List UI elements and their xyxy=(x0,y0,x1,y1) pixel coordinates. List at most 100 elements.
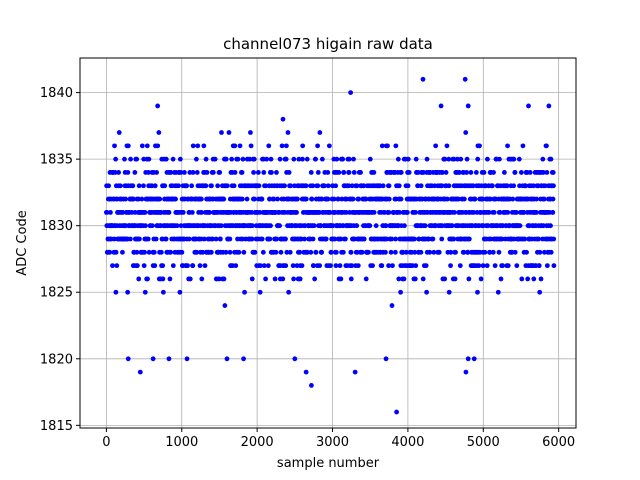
data-point xyxy=(359,249,365,255)
data-point xyxy=(397,209,402,215)
data-point xyxy=(321,183,327,189)
data-point xyxy=(295,196,300,202)
data-point xyxy=(525,276,531,282)
data-point xyxy=(448,249,454,255)
data-point xyxy=(112,143,117,149)
data-point xyxy=(207,209,212,215)
data-point xyxy=(551,183,556,189)
data-point xyxy=(166,209,172,215)
data-point xyxy=(475,289,480,295)
data-point xyxy=(296,156,302,162)
data-point xyxy=(130,183,136,189)
data-point xyxy=(396,183,402,189)
data-point xyxy=(338,276,344,282)
data-point xyxy=(544,143,549,149)
data-point xyxy=(237,143,243,149)
data-point xyxy=(505,143,510,149)
y-tick-label: 1840 xyxy=(40,86,73,101)
outlier-point xyxy=(352,369,358,375)
outlier-point xyxy=(465,103,471,109)
data-point xyxy=(251,156,257,162)
data-point xyxy=(240,156,246,162)
data-point xyxy=(424,289,429,295)
data-point xyxy=(239,196,245,202)
data-point xyxy=(367,156,373,162)
data-point xyxy=(354,223,360,229)
data-point xyxy=(142,289,148,295)
data-point xyxy=(518,170,524,175)
data-point xyxy=(186,236,192,242)
data-point xyxy=(550,170,556,175)
data-point xyxy=(442,276,448,282)
data-point xyxy=(531,183,536,189)
data-point xyxy=(131,196,136,202)
data-point xyxy=(512,249,518,255)
data-point xyxy=(224,183,230,189)
data-point xyxy=(349,183,355,189)
data-point xyxy=(136,236,142,242)
data-point xyxy=(155,143,161,149)
data-point xyxy=(146,156,152,162)
data-point xyxy=(363,276,369,282)
data-point xyxy=(332,236,338,242)
x-tick-label: 3000 xyxy=(316,435,349,450)
outlier-point xyxy=(394,409,399,415)
data-point xyxy=(338,236,344,242)
data-point xyxy=(310,236,316,242)
data-point xyxy=(120,209,126,215)
data-point xyxy=(176,183,181,189)
data-point xyxy=(163,236,169,242)
data-point xyxy=(420,276,426,282)
data-point xyxy=(412,276,418,282)
data-point xyxy=(125,143,131,149)
data-point xyxy=(496,249,502,255)
data-point xyxy=(248,130,253,135)
data-point xyxy=(470,183,476,189)
data-point xyxy=(406,170,412,175)
data-point xyxy=(218,223,224,229)
data-point xyxy=(456,170,462,175)
data-point xyxy=(521,209,527,215)
data-point xyxy=(481,170,487,175)
data-point xyxy=(367,223,373,229)
data-point xyxy=(272,276,278,282)
data-point xyxy=(134,249,140,255)
data-point xyxy=(134,156,140,162)
data-point xyxy=(132,170,138,175)
data-point xyxy=(134,263,140,269)
data-point xyxy=(325,196,331,202)
data-point xyxy=(310,183,316,189)
data-point xyxy=(189,183,195,189)
data-point xyxy=(282,183,287,189)
data-point xyxy=(361,183,367,189)
data-point xyxy=(203,156,209,162)
data-point xyxy=(219,130,224,135)
data-point xyxy=(389,236,395,242)
data-point xyxy=(390,263,395,269)
data-point xyxy=(217,236,223,242)
data-point xyxy=(436,249,442,255)
data-point xyxy=(505,209,511,215)
data-point xyxy=(485,156,490,162)
data-point xyxy=(261,263,267,269)
data-point xyxy=(405,156,411,162)
data-point xyxy=(333,249,339,255)
data-point xyxy=(128,156,133,162)
data-point xyxy=(248,143,254,149)
data-point xyxy=(221,276,227,282)
data-point xyxy=(492,263,498,269)
data-point xyxy=(312,276,318,282)
data-point xyxy=(540,170,546,175)
data-point xyxy=(487,196,493,202)
data-point xyxy=(343,209,349,215)
data-point xyxy=(416,236,422,242)
data-point xyxy=(290,263,296,269)
data-point xyxy=(510,196,516,202)
data-point xyxy=(379,143,385,149)
data-point xyxy=(227,249,233,255)
data-point xyxy=(297,276,303,282)
outlier-point xyxy=(309,383,314,388)
outlier-point xyxy=(125,356,131,362)
data-point xyxy=(411,236,417,242)
